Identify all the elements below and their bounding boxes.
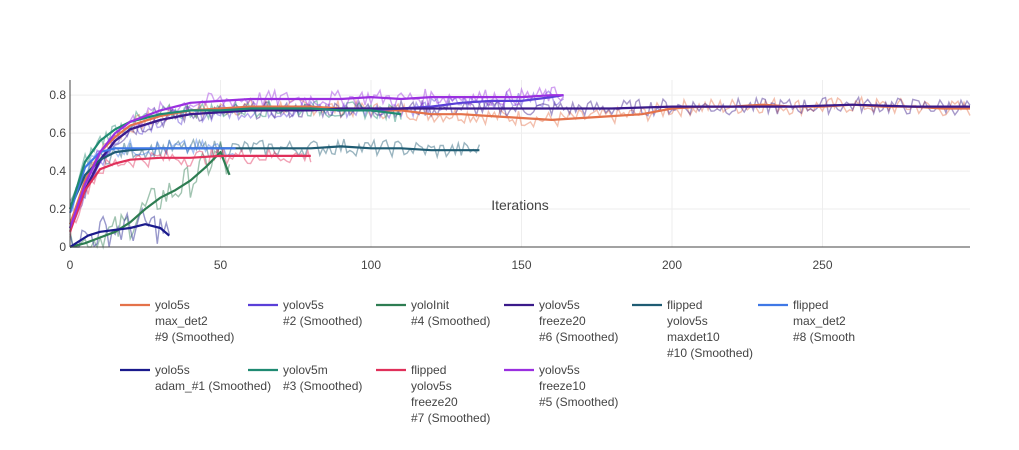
legend-label: yolov5s <box>667 314 708 328</box>
legend-label: yolov5s <box>539 363 580 377</box>
legend-item[interactable]: yolov5s freeze10 #5 (Smoothed) <box>504 363 618 409</box>
legend-label: #2 (Smoothed) <box>283 314 362 328</box>
legend-label: yolov5s <box>411 379 452 393</box>
y-tick-label: 0 <box>59 240 66 254</box>
legend-label: maxdet10 <box>667 330 720 344</box>
legend-item[interactable]: flipped max_det2 #8 (Smooth <box>758 298 855 344</box>
legend-label: #8 (Smooth <box>793 330 855 344</box>
legend-item[interactable]: yolov5s #2 (Smoothed) <box>248 298 362 328</box>
x-tick-label: 50 <box>214 258 228 272</box>
legend-label: yolov5s <box>539 298 580 312</box>
legend-label: yolov5m <box>283 363 328 377</box>
legend-label: flipped <box>411 363 446 377</box>
raw-series-line <box>69 206 170 248</box>
legend-label: #9 (Smoothed) <box>155 330 234 344</box>
legend-label: yoloInit <box>411 298 450 312</box>
legend-item[interactable]: yolo5s adam_#1 (Smoothed) <box>120 363 271 393</box>
y-tick-label: 0.8 <box>49 88 66 102</box>
legend-label: #7 (Smoothed) <box>411 411 490 425</box>
legend-label: yolov5s <box>283 298 324 312</box>
legend-label: freeze20 <box>411 395 458 409</box>
legend-label: #4 (Smoothed) <box>411 314 490 328</box>
legend-label: yolo5s <box>155 298 190 312</box>
axes <box>69 80 970 248</box>
legend-item[interactable]: yolov5m #3 (Smoothed) <box>248 363 362 393</box>
raw-series-line <box>69 95 971 224</box>
series-line <box>68 145 480 210</box>
legend-label: #6 (Smoothed) <box>539 330 618 344</box>
legend-label: flipped <box>793 298 828 312</box>
raw-series-line <box>69 146 312 238</box>
legend-item[interactable]: flipped yolov5s maxdet10 #10 (Smoothed) <box>632 298 753 360</box>
series-line <box>68 147 236 214</box>
y-tick-label: 0.2 <box>49 202 66 216</box>
series-line <box>68 103 970 229</box>
legend-label: flipped <box>667 298 702 312</box>
y-tick-label: 0.4 <box>49 164 66 178</box>
series-line <box>69 151 231 249</box>
raw-series-line <box>69 141 231 250</box>
legend-label: max_det2 <box>793 314 846 328</box>
x-tick-label: 250 <box>812 258 832 272</box>
series-line <box>68 107 402 210</box>
legend-label: #5 (Smoothed) <box>539 395 618 409</box>
raw-series-line <box>69 137 481 202</box>
raw-series-line <box>69 137 237 214</box>
smoothed-series-layer <box>68 94 970 249</box>
x-tick-label: 200 <box>662 258 682 272</box>
legend: yolo5s max_det2 #9 (Smoothed) yolov5s #2 (Sm… <box>120 298 855 425</box>
series-line <box>68 94 564 229</box>
legend-label: max_det2 <box>155 314 208 328</box>
legend-item[interactable]: yoloInit #4 (Smoothed) <box>376 298 490 328</box>
legend-item[interactable]: flipped yolov5s freeze20 #7 (Smoothed) <box>376 363 490 425</box>
legend-item[interactable]: yolov5s freeze20 #6 (Smoothed) <box>504 298 618 344</box>
x-tick-label: 100 <box>361 258 381 272</box>
legend-label: adam_#1 (Smoothed) <box>155 379 271 393</box>
x-axis-title: Iterations <box>491 197 549 213</box>
y-tick-label: 0.6 <box>49 126 66 140</box>
legend-label: freeze10 <box>539 379 586 393</box>
x-tick-label: 0 <box>67 258 74 272</box>
x-tick-label: 150 <box>511 258 531 272</box>
legend-label: freeze20 <box>539 314 586 328</box>
legend-item[interactable]: yolo5s max_det2 #9 (Smoothed) <box>120 298 234 344</box>
series-line <box>69 223 171 248</box>
tick-labels: 0 0.2 0.4 0.6 0.8 0 50 100 150 200 250 <box>49 88 833 272</box>
legend-label: #10 (Smoothed) <box>667 346 753 360</box>
series-line <box>68 154 311 233</box>
legend-label: #3 (Smoothed) <box>283 379 362 393</box>
legend-label: yolo5s <box>155 363 190 377</box>
